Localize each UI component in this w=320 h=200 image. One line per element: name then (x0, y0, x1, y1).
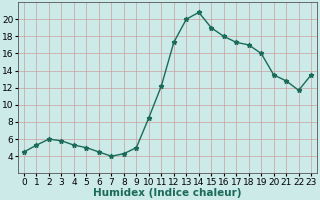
X-axis label: Humidex (Indice chaleur): Humidex (Indice chaleur) (93, 188, 242, 198)
